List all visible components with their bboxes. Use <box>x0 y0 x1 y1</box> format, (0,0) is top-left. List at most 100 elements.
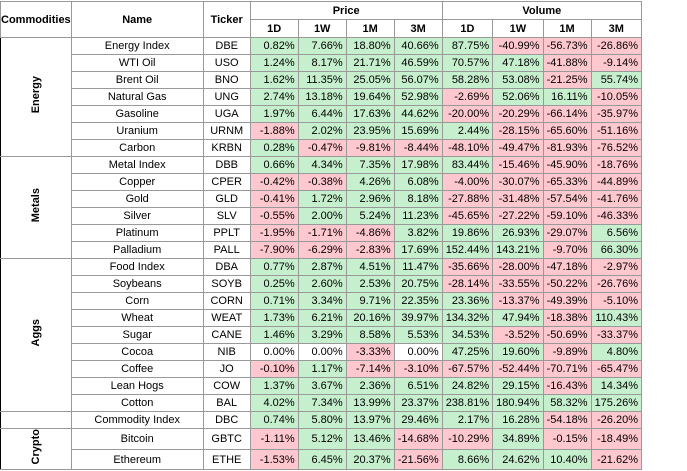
volume-change: 2.44% <box>441 122 494 140</box>
commodity-name: Corn <box>70 292 204 310</box>
volume-change: 180.94% <box>492 394 544 412</box>
volume-change: 175.26% <box>590 394 643 412</box>
price-change: 40.66% <box>393 37 443 55</box>
volume-change: 47.18% <box>492 54 544 72</box>
volume-change: -51.16% <box>590 122 643 140</box>
price-change: 13.97% <box>345 411 395 429</box>
price-change: 0.00% <box>249 343 299 361</box>
price-change: 2.36% <box>345 377 395 395</box>
commodity-name: Copper <box>70 173 204 191</box>
price-change: -0.41% <box>249 190 299 208</box>
volume-change: 2.17% <box>441 411 494 429</box>
volume-change: 83.44% <box>441 156 494 174</box>
price-change: 18.80% <box>345 37 395 55</box>
commodity-name: Lean Hogs <box>70 377 204 395</box>
volume-change: 24.62% <box>492 448 544 471</box>
price-change: 9.71% <box>345 292 395 310</box>
price-change: 29.46% <box>393 411 443 429</box>
volume-change: 87.75% <box>441 37 494 55</box>
volume-change: -81.93% <box>542 139 592 157</box>
price-change: -6.29% <box>297 241 347 259</box>
price-change: 7.34% <box>297 394 347 412</box>
ticker: CORN <box>202 292 251 310</box>
header-price: Price <box>249 1 443 20</box>
price-change: 1.24% <box>249 54 299 72</box>
commodity-name: Gasoline <box>70 105 204 123</box>
commodity-name: Gold <box>70 190 204 208</box>
period-header: 1W <box>297 19 347 38</box>
price-change: -4.86% <box>345 224 395 242</box>
volume-change: -13.37% <box>492 292 544 310</box>
volume-change: 24.82% <box>441 377 494 395</box>
price-change: 2.74% <box>249 88 299 106</box>
ticker: BNO <box>202 71 251 89</box>
volume-change: 19.86% <box>441 224 494 242</box>
price-change: 3.67% <box>297 377 347 395</box>
ticker: DBA <box>202 258 251 276</box>
volume-change: -31.48% <box>492 190 544 208</box>
volume-change: -41.88% <box>542 54 592 72</box>
price-change: -8.44% <box>393 139 443 157</box>
price-change: 5.80% <box>297 411 347 429</box>
volume-change: 70.57% <box>441 54 494 72</box>
price-change: 0.82% <box>249 37 299 55</box>
table-row: Wheat WEAT 1.73% 6.21% 20.16% 39.97% 134.32% 47… <box>1 309 643 327</box>
ticker: DBC <box>202 411 251 429</box>
price-change: 0.71% <box>249 292 299 310</box>
volume-change: -4.00% <box>441 173 494 191</box>
volume-change: -47.18% <box>542 258 592 276</box>
volume-change: -21.62% <box>590 448 643 471</box>
price-change: 1.37% <box>249 377 299 395</box>
price-change: 4.02% <box>249 394 299 412</box>
volume-change: -46.33% <box>590 207 643 225</box>
ticker: CANE <box>202 326 251 344</box>
price-change: 17.63% <box>345 105 395 123</box>
price-change: -14.68% <box>393 428 443 450</box>
table-row: Copper CPER -0.42% -0.38% 4.26% 6.08% -4.00% -3… <box>1 173 643 191</box>
price-change: 8.58% <box>345 326 395 344</box>
volume-change: -28.14% <box>441 275 494 293</box>
price-change: -3.33% <box>345 343 395 361</box>
table-row: Commodity Index DBC 0.74% 5.80% 13.97% 29.46%… <box>0 411 643 429</box>
price-change: 8.18% <box>393 190 443 208</box>
volume-change: -3.52% <box>492 326 544 344</box>
commodity-name: Cotton <box>70 394 204 412</box>
volume-change: 55.74% <box>590 71 643 89</box>
ticker: USO <box>202 54 251 72</box>
table-row: Carbon KRBN 0.28% -0.47% -9.81% -8.44% -48.10%… <box>1 139 643 157</box>
price-change: 17.98% <box>393 156 443 174</box>
ticker: SLV <box>202 207 251 225</box>
volume-change: -9.89% <box>542 343 592 361</box>
volume-change: -9.14% <box>590 54 643 72</box>
price-change: -3.10% <box>393 360 443 378</box>
price-change: 39.97% <box>393 309 443 327</box>
price-change: 44.62% <box>393 105 443 123</box>
price-change: -21.56% <box>393 448 443 471</box>
table-row: Brent Oil BNO 1.62% 11.35% 25.05% 56.07% 58.28… <box>1 71 643 89</box>
price-change: -1.71% <box>297 224 347 242</box>
volume-change: -18.49% <box>590 428 643 450</box>
volume-change: -28.00% <box>492 258 544 276</box>
price-change: 7.66% <box>297 37 347 55</box>
commodity-name: Ethereum <box>70 448 204 471</box>
price-change: 2.00% <box>297 207 347 225</box>
price-change: 3.29% <box>297 326 347 344</box>
commodity-name: Sugar <box>70 326 204 344</box>
price-change: 22.35% <box>393 292 443 310</box>
period-header: 1W <box>492 19 544 38</box>
price-change: 5.24% <box>345 207 395 225</box>
volume-change: 47.94% <box>492 309 544 327</box>
price-change: 11.47% <box>393 258 443 276</box>
price-change: 23.37% <box>393 394 443 412</box>
price-change: 1.97% <box>249 105 299 123</box>
price-change: -1.88% <box>249 122 299 140</box>
group-label-cell: Crypto <box>0 427 72 471</box>
commodity-name: Cocoa <box>70 343 204 361</box>
price-change: 46.59% <box>393 54 443 72</box>
volume-change: -35.97% <box>590 105 643 123</box>
price-change: 56.07% <box>393 71 443 89</box>
table-row: Ethereum ETHE -1.53% 6.45% 20.37% -21.56% 8.66… <box>1 448 643 471</box>
volume-change: 143.21% <box>492 241 544 259</box>
volume-change: -2.97% <box>590 258 643 276</box>
volume-change: -45.90% <box>542 156 592 174</box>
